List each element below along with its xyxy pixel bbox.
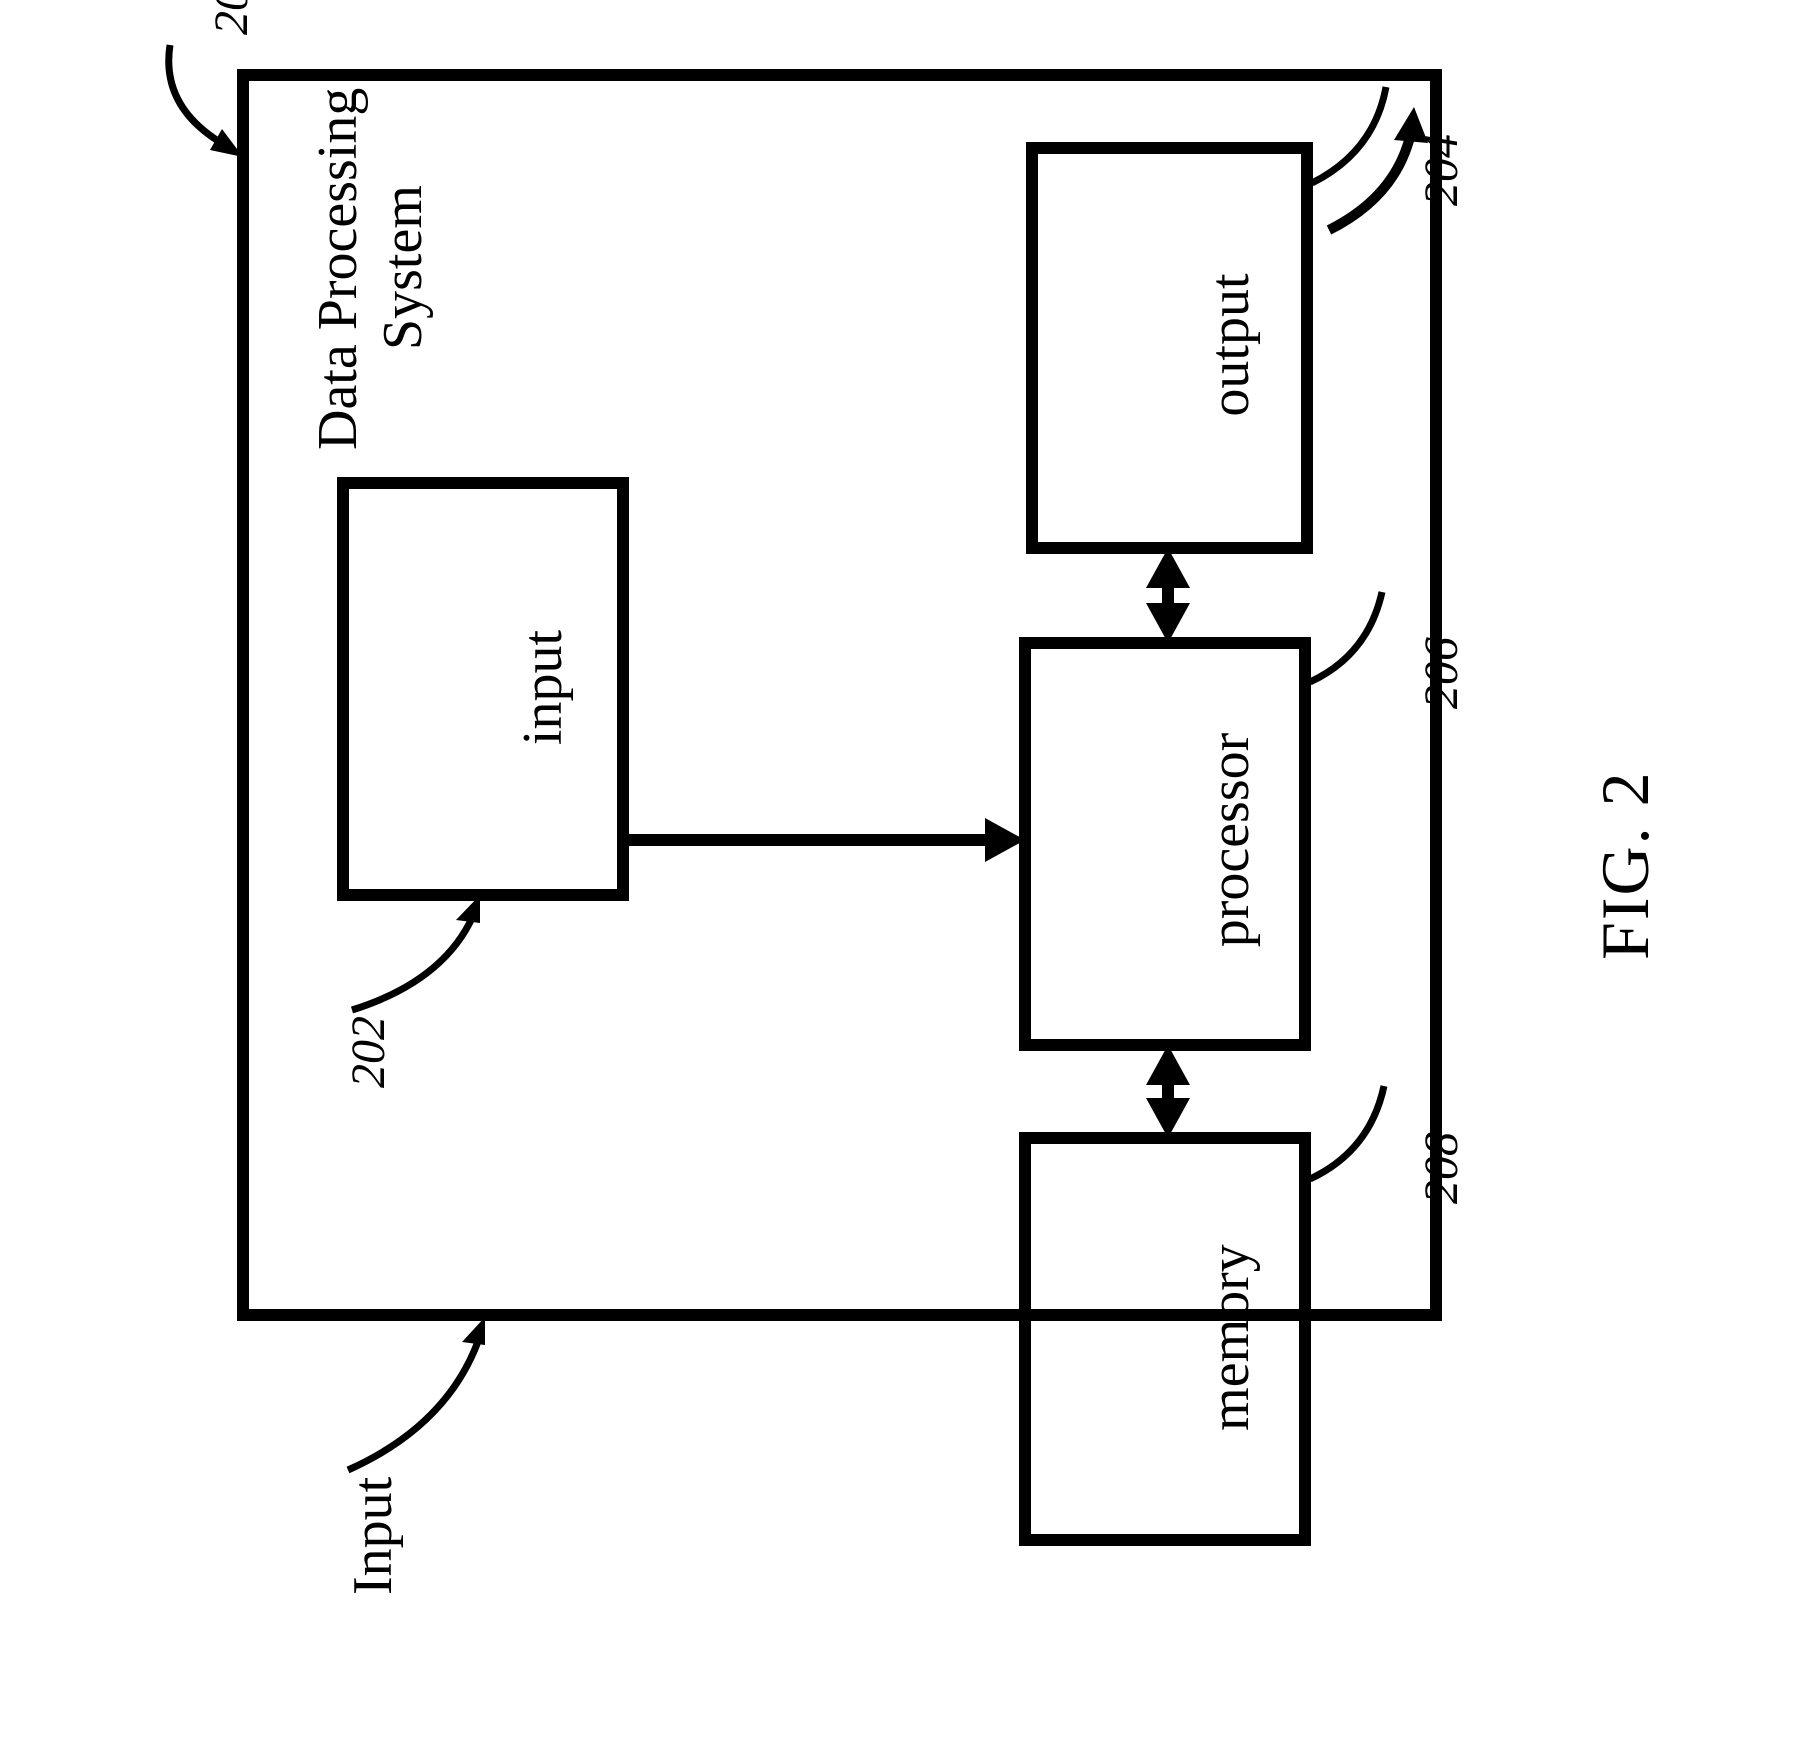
memory-label-text: memory bbox=[1199, 1244, 1261, 1431]
memory-block-label: memory bbox=[1197, 1235, 1264, 1440]
diagram-svg bbox=[0, 0, 1799, 1753]
leadline-input-external-head bbox=[462, 1317, 485, 1345]
ref-206: 206 bbox=[1413, 637, 1471, 709]
leadline-206 bbox=[1310, 592, 1382, 682]
processor-block-label: processor bbox=[1197, 720, 1264, 960]
ref-204-text: 204 bbox=[1415, 134, 1468, 206]
output-exit-arrow bbox=[1329, 128, 1412, 230]
ref-200-text: 200 bbox=[205, 0, 258, 35]
leadline-202 bbox=[352, 909, 476, 1010]
external-input-text: Input bbox=[342, 1477, 404, 1595]
diagram-canvas: Data Processing System input output proc… bbox=[0, 0, 1799, 1753]
container-title-text1: Data Processing bbox=[307, 88, 369, 450]
input-block bbox=[343, 483, 623, 895]
ref-202-text: 202 bbox=[342, 1016, 395, 1088]
container-title-line2: System bbox=[370, 150, 437, 350]
input-block-label: input bbox=[510, 620, 577, 755]
leadline-204 bbox=[1312, 87, 1386, 183]
figure-caption: FIG. 2 bbox=[1585, 770, 1667, 960]
leadline-208 bbox=[1310, 1086, 1384, 1179]
processor-label-text: processor bbox=[1199, 733, 1261, 948]
ref-202: 202 bbox=[340, 1016, 398, 1088]
leadline-input-external bbox=[348, 1333, 481, 1470]
output-label-text: output bbox=[1199, 273, 1261, 416]
container-title-line1: Data Processing bbox=[305, 50, 372, 450]
container-title-text2: System bbox=[372, 185, 434, 350]
external-input-label: Input bbox=[340, 1477, 407, 1595]
output-block bbox=[1032, 148, 1307, 548]
input-label-text: input bbox=[512, 630, 574, 745]
figure-caption-text: FIG. 2 bbox=[1587, 770, 1663, 960]
ref-200: 200 bbox=[203, 0, 261, 35]
output-block-label: output bbox=[1197, 265, 1264, 425]
ref-206-text: 206 bbox=[1415, 637, 1468, 709]
ref-208-text: 208 bbox=[1415, 1132, 1468, 1204]
ref-208: 208 bbox=[1413, 1132, 1471, 1204]
ref-204: 204 bbox=[1413, 134, 1471, 206]
